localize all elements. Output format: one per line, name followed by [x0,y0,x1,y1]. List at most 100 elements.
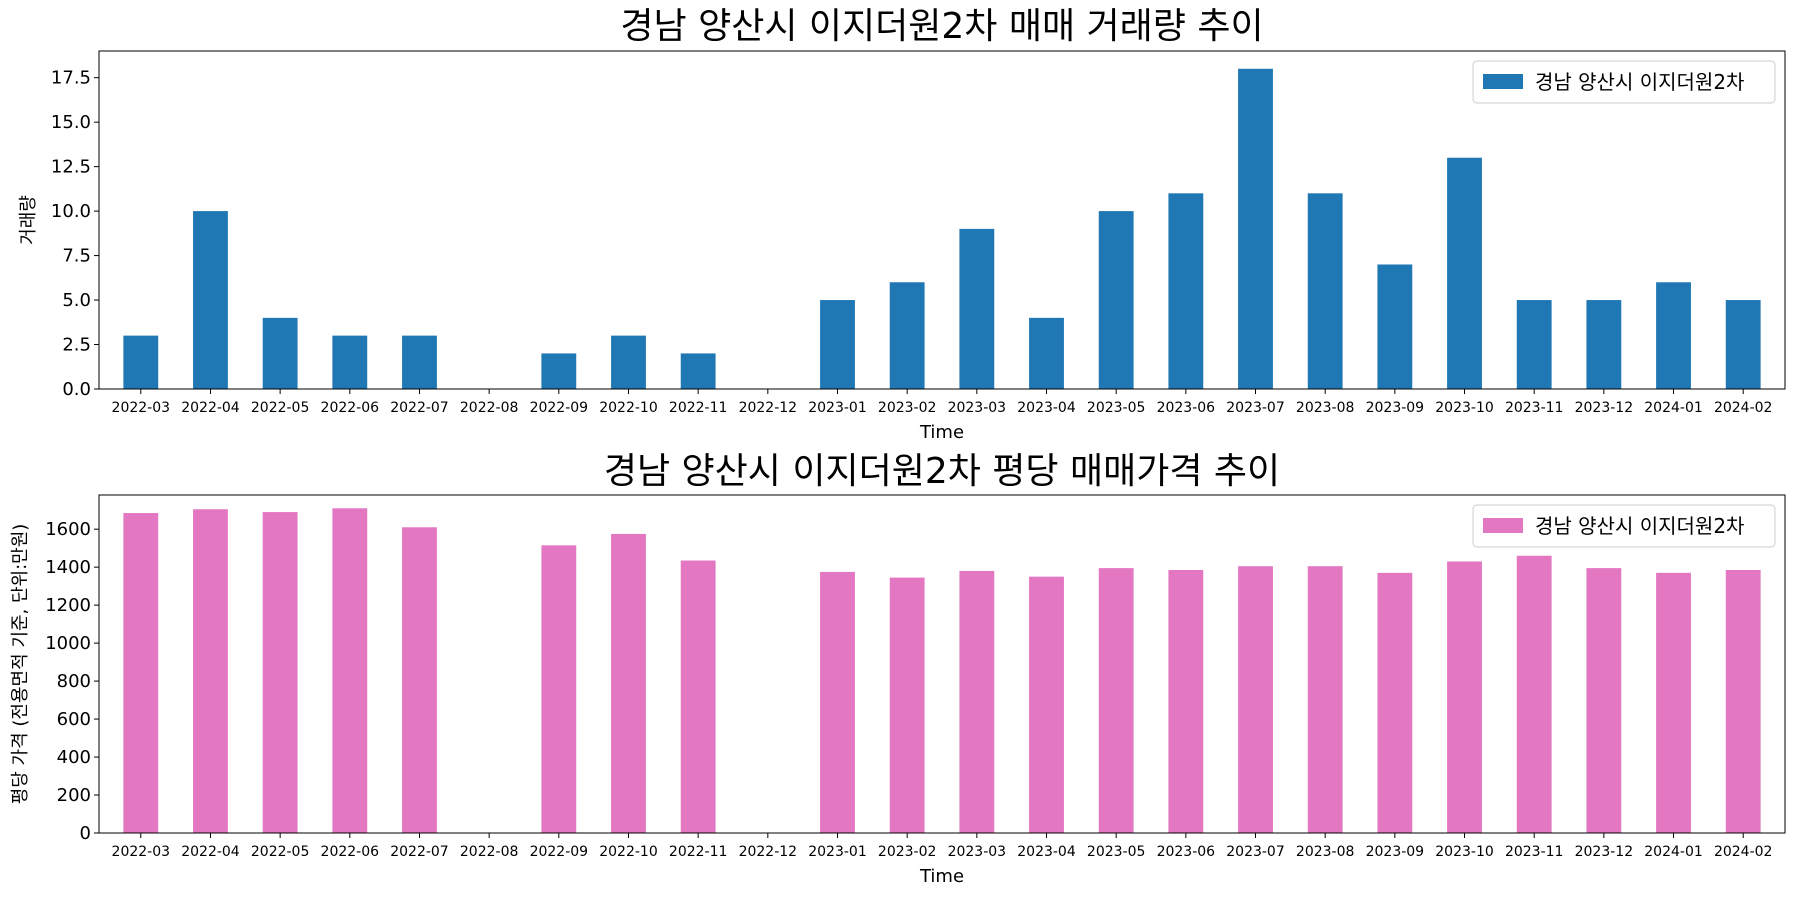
x-tick-label: 2022-08 [460,844,519,860]
y-axis-label: 거래량 [18,195,39,245]
bar-2022-10 [611,335,646,389]
legend-label: 경남 양산시 이지더원2차 [1535,514,1744,538]
chart-title: 경남 양산시 이지더원2차 매매 거래량 추이 [620,6,1263,47]
bar-2022-04 [193,509,228,833]
x-tick-label: 2023-10 [1435,400,1494,416]
x-tick-label: 2022-05 [251,400,310,416]
bar-2023-04 [1029,576,1064,833]
x-tick-label: 2022-06 [321,400,380,416]
x-tick-label: 2024-02 [1714,844,1773,860]
x-tick-label: 2023-04 [1017,844,1076,860]
x-tick-label: 2024-01 [1644,400,1703,416]
x-tick-label: 2022-06 [321,844,380,860]
bar-2023-02 [889,577,925,833]
x-tick-label: 2022-12 [739,844,798,860]
x-tick-label: 2023-12 [1575,844,1634,860]
bar-2023-11 [1516,555,1552,833]
bar-2023-12 [1586,568,1622,833]
x-tick-label: 2024-01 [1644,844,1703,860]
bar-2023-08 [1307,566,1343,833]
legend-swatch [1483,518,1523,533]
x-tick-label: 2023-05 [1087,400,1146,416]
chart-title: 경남 양산시 이지더원2차 평당 매매가격 추이 [604,451,1280,492]
bar-2024-01 [1656,572,1691,833]
bar-2022-03 [123,335,159,389]
bar-2023-04 [1029,317,1064,389]
bar-2022-10 [611,533,646,833]
x-tick-label: 2023-03 [948,844,1007,860]
x-tick-label: 2022-09 [530,844,589,860]
x-tick-label: 2022-08 [460,400,519,416]
bar-2023-02 [889,282,925,389]
y-axis-label: 평당 가격 (전용면적 기준, 단위:만원) [10,524,31,805]
x-tick-label: 2022-07 [390,844,449,860]
x-tick-label: 2023-08 [1296,844,1355,860]
legend-box [1472,60,1776,104]
bar-2023-09 [1377,572,1413,833]
x-tick-label: 2022-04 [181,844,240,860]
bar-2023-05 [1098,568,1134,833]
chart-panel-1: 경남 양산시 이지더원2차 매매 거래량 추이 0.0 2.5 5.0 7.5 10.0 1… [18,6,1786,443]
bar-2022-07 [402,527,437,833]
x-tick-label: 2023-02 [878,400,937,416]
bar-2024-02 [1725,570,1761,833]
bar-2024-01 [1656,282,1691,389]
y-tick-label: 1400 [45,557,91,578]
x-tick-label: 2022-09 [530,400,589,416]
bar-2022-11 [680,560,716,833]
y-tick-label: 17.5 [51,68,91,89]
y-tick-label: 1000 [45,633,91,654]
x-tick-label: 2022-11 [669,844,728,860]
bar-2023-06 [1168,570,1204,833]
bar-2022-06 [332,335,368,389]
y-tick-label: 5.0 [62,290,91,311]
bar-2023-07 [1238,68,1273,389]
x-tick-label: 2023-05 [1087,844,1146,860]
x-tick-label: 2022-04 [181,400,240,416]
x-tick-label: 2023-06 [1157,400,1216,416]
x-tick-label: 2022-11 [669,400,728,416]
x-tick-label: 2022-05 [251,844,310,860]
x-tick-label: 2023-07 [1226,844,1285,860]
x-axis-label: Time [919,422,964,443]
plot-frame [98,494,1786,834]
x-tick-label: 2023-02 [878,844,937,860]
bar-2022-09 [541,353,577,389]
chart-panel-2: 경남 양산시 이지더원2차 평당 매매가격 추이 0 200 400 600 800 100… [10,451,1786,887]
bar-2023-03 [959,228,995,389]
bar-2023-09 [1377,264,1413,389]
x-tick-label: 2022-03 [112,400,171,416]
y-tick-label: 400 [57,747,91,768]
x-tick-label: 2023-08 [1296,400,1355,416]
y-tick-label: 2.5 [62,335,91,356]
legend: 경남 양산시 이지더원2차 [1472,504,1776,548]
bar-2022-07 [402,335,437,389]
x-tick-label: 2023-06 [1157,844,1216,860]
x-tick-label: 2023-09 [1366,400,1425,416]
bar-2023-03 [959,570,995,833]
y-tick-label: 1600 [45,519,91,540]
bar-2022-05 [262,512,298,833]
x-tick-label: 2023-11 [1505,844,1564,860]
bar-2022-03 [123,513,159,833]
y-tick-label: 200 [57,785,91,806]
bar-2023-01 [820,300,855,389]
x-tick-label: 2022-03 [112,844,171,860]
bar-2023-10 [1447,561,1482,833]
legend-box [1472,504,1776,548]
x-tick-label: 2022-07 [390,400,449,416]
x-tick-label: 2023-01 [808,844,867,860]
y-tick-label: 1200 [45,595,91,616]
x-tick-label: 2023-11 [1505,400,1564,416]
y-tick-label: 600 [57,709,91,730]
bar-2022-11 [680,353,716,389]
y-tick-label: 12.5 [51,157,91,178]
bar-2022-09 [541,545,577,833]
x-tick-label: 2023-07 [1226,400,1285,416]
bar-2022-05 [262,317,298,389]
bar-2023-11 [1516,300,1552,389]
bar-2024-02 [1725,300,1761,389]
x-axis-label: Time [919,866,964,887]
bar-2023-01 [820,571,855,833]
